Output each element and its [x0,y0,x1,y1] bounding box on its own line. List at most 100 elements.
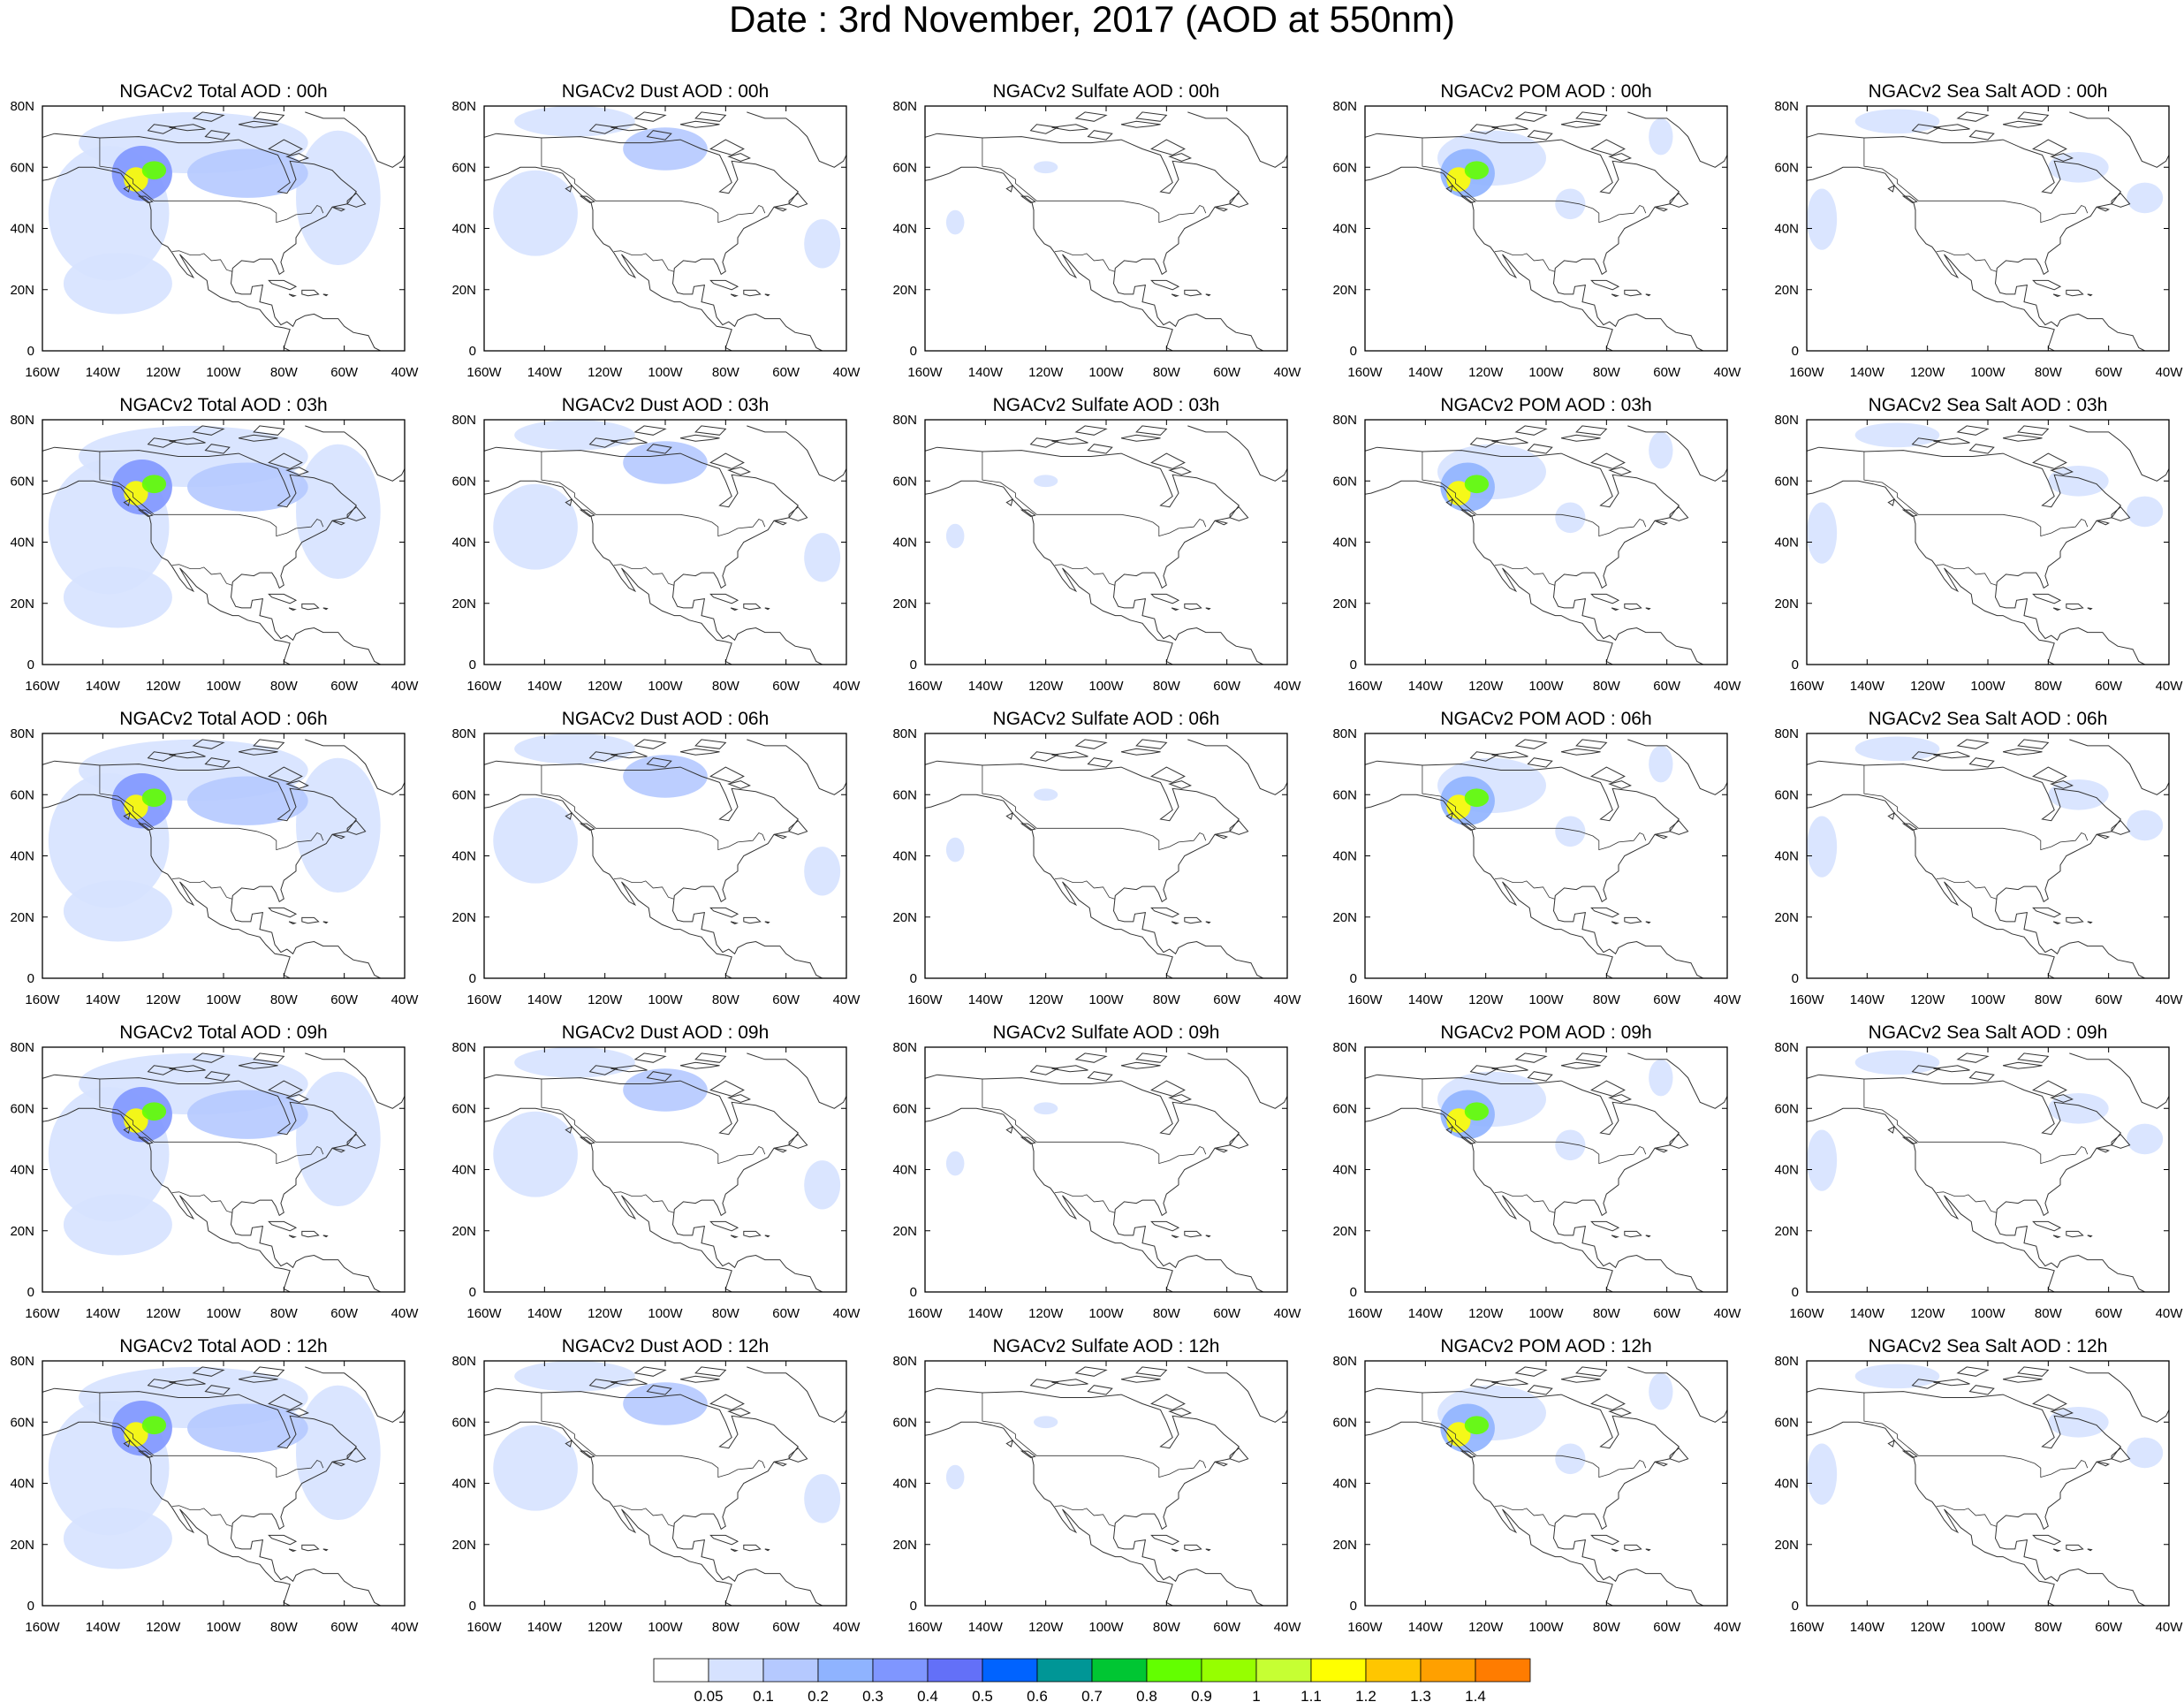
lat-tick-label: 40N [451,536,476,551]
aod-field [945,788,1058,862]
lat-tick-label: 20N [892,1224,917,1239]
lon-tick-label: 140W [86,1620,121,1635]
coastline [925,111,1287,351]
country-border [541,452,766,537]
coastline [925,739,1287,978]
lon-tick-label: 60W [2095,679,2123,694]
colorbar-label: 1.1 [1301,1688,1322,1702]
coastline [484,1052,846,1292]
lon-tick-label: 40W [1274,1306,1302,1321]
map-panel-pom-09h: NGACv2 POM AOD : 09h 160W 140W 120W 100W 80W 6… [1332,1022,1741,1321]
map-panel-sulfate-03h: NGACv2 Sulfate AOD : 03h 160W 140W 120W 100W… [892,395,1301,694]
lat-tick-label: 80N [451,413,476,428]
coastline [925,1366,1287,1606]
lon-tick-label: 120W [146,1306,181,1321]
lon-tick-label: 120W [1910,679,1945,694]
country-border [1936,1505,1997,1527]
coastline [1807,111,2169,351]
aod-field [945,1416,1058,1490]
lat-tick-label: 60N [1332,160,1357,175]
lat-tick-label: 80N [892,1040,917,1055]
aod-field [1807,736,2164,878]
lon-tick-label: 60W [772,1620,800,1635]
aod-patch [1854,736,1940,762]
lon-tick-label: 160W [25,365,60,380]
lon-tick-label: 160W [907,992,943,1007]
panel-title: NGACv2 Total AOD : 03h [119,395,327,415]
lat-tick-label: 20N [1774,1224,1799,1239]
lon-tick-label: 140W [1408,679,1444,694]
lat-tick-label: 0 [1792,971,1799,986]
coastline [925,1052,1287,1292]
lon-tick-label: 60W [2095,1620,2123,1635]
lon-tick-label: 60W [330,1620,359,1635]
aod-patch [296,444,381,580]
colorbar-label: 0.9 [1191,1688,1212,1702]
lon-tick-label: 40W [391,992,420,1007]
aod-patch [1854,422,1940,448]
aod-patch [493,1111,578,1197]
lon-tick-label: 40W [2156,365,2184,380]
lon-tick-label: 120W [1028,1620,1064,1635]
lat-tick-label: 80N [10,726,34,741]
aod-patch [63,880,172,942]
lon-tick-label: 120W [146,679,181,694]
lat-tick-label: 20N [892,1538,917,1553]
aod-patch [804,847,841,896]
lon-tick-label: 160W [1789,992,1824,1007]
lon-tick-label: 120W [1910,1620,1945,1635]
lon-tick-label: 100W [1970,1620,2006,1635]
country-border [982,138,1207,224]
lat-tick-label: 40N [1332,1477,1357,1492]
lon-tick-label: 40W [1714,679,1742,694]
coastline [1365,425,1727,665]
aod-patch [493,797,578,884]
aod-field [1807,422,2164,564]
aod-patch [945,523,965,549]
lon-tick-label: 120W [1910,992,1945,1007]
lon-tick-label: 100W [206,365,241,380]
country-border [171,564,232,586]
colorbar-swatch [927,1658,983,1683]
lon-tick-label: 140W [86,1306,121,1321]
lat-tick-label: 20N [1774,910,1799,925]
lat-tick-label: 20N [1332,1538,1357,1553]
country-border [99,1079,324,1165]
colorbar-swatch [1036,1658,1093,1683]
lon-tick-label: 60W [1653,1306,1681,1321]
country-border [1863,1079,2089,1165]
map-panel-total-03h: NGACv2 Total AOD : 03h 160W 140W 120W 100W 80… [10,395,419,694]
country-border [1054,564,1115,586]
lon-tick-label: 40W [391,679,420,694]
lat-tick-label: 40N [1332,536,1357,551]
lon-tick-label: 80W [1153,992,1181,1007]
lat-tick-label: 80N [10,413,34,428]
map-panel-seasalt-09h: NGACv2 Sea Salt AOD : 09h 160W 140W 120W 100… [1774,1022,2183,1321]
lat-tick-label: 60N [1774,787,1799,802]
country-border [982,452,1207,537]
lon-tick-label: 120W [1910,365,1945,380]
aod-patch [1034,161,1058,174]
map-panel-sulfate-06h: NGACv2 Sulfate AOD : 06h 160W 140W 120W 100W… [892,709,1301,1007]
colorbar-swatch [1255,1658,1312,1683]
lat-tick-label: 40N [1332,1163,1357,1178]
lon-tick-label: 120W [1468,1620,1504,1635]
lat-tick-label: 0 [1350,1285,1357,1300]
lon-tick-label: 160W [1789,365,1824,380]
country-border [1054,1191,1115,1213]
colorbar-swatch [1201,1658,1257,1683]
lon-tick-label: 140W [1850,365,1885,380]
country-border [1863,452,2089,537]
lat-tick-label: 60N [1332,787,1357,802]
country-border [171,250,232,272]
lat-tick-label: 80N [1774,726,1799,741]
aod-field [1437,1372,1673,1475]
lat-tick-label: 80N [451,1354,476,1369]
lon-tick-label: 100W [1528,1306,1564,1321]
aod-patch [493,483,578,570]
aod-field [48,739,381,942]
lat-tick-label: 40N [451,1163,476,1178]
lat-tick-label: 80N [1332,413,1357,428]
lat-tick-label: 40N [892,849,917,864]
lon-tick-label: 100W [206,679,241,694]
